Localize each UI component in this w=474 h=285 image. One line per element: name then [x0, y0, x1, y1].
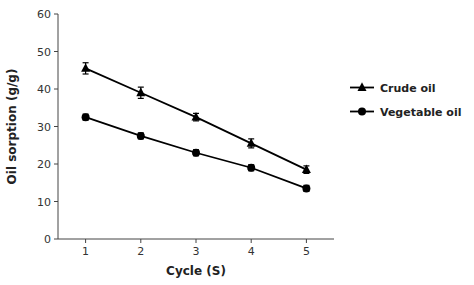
y-tick [54, 14, 58, 15]
y-tick [54, 89, 58, 90]
x-axis-label: Cycle (S) [166, 264, 226, 278]
x-tick-label: 1 [82, 245, 89, 258]
x-tick [85, 239, 86, 243]
error-bar [83, 114, 89, 120]
y-axis-label: Oil sorption (g/g) [5, 69, 19, 185]
point [192, 149, 200, 157]
point [137, 132, 145, 140]
y-tick-label: 30 [37, 121, 51, 134]
series [82, 113, 311, 192]
x-tick [251, 239, 252, 243]
series-line [86, 68, 307, 169]
legend-label: Vegetable oil [380, 106, 461, 119]
chart: 0 10 20 30 40 50 60 1 2 3 4 5 Cycle (S) Oil sorption … [0, 0, 474, 285]
error-bar-cap [83, 73, 89, 74]
plot-area [81, 63, 311, 193]
x-tick-label: 2 [137, 245, 144, 258]
point [247, 164, 255, 172]
series-line [86, 117, 307, 188]
y-tick [54, 51, 58, 52]
legend-marker [358, 82, 367, 91]
x-tick-label: 4 [248, 245, 255, 258]
point [136, 88, 145, 97]
y-tick-label: 60 [37, 8, 51, 21]
y-tick-label: 50 [37, 46, 51, 59]
error-bar-cap [138, 87, 144, 88]
x-tick [306, 239, 307, 243]
error-bar-cap [83, 62, 89, 63]
y-tick [54, 201, 58, 202]
point [247, 138, 256, 147]
y-axis-line [58, 14, 59, 239]
x-tick-label: 3 [193, 245, 200, 258]
error-bar-cap [138, 98, 144, 99]
x-tick [140, 239, 141, 243]
y-tick-label: 40 [37, 83, 51, 96]
series [81, 63, 311, 174]
legend: Crude oil Vegetable oil [350, 82, 461, 119]
y-tick-label: 0 [44, 233, 51, 246]
x-axis-line [58, 239, 334, 240]
point [82, 113, 90, 121]
point [302, 164, 311, 173]
legend-label: Crude oil [380, 82, 436, 95]
error-bar [138, 133, 144, 139]
x-tick-label: 5 [303, 245, 310, 258]
y-tick [54, 164, 58, 165]
point [192, 112, 201, 121]
y-tick [54, 239, 58, 240]
error-bar [303, 185, 309, 191]
y-tick [54, 126, 58, 127]
legend-marker [358, 108, 366, 116]
error-bar [193, 150, 199, 156]
point [302, 184, 310, 192]
y-tick-label: 20 [37, 158, 51, 171]
error-bar [248, 165, 254, 171]
x-tick [196, 239, 197, 243]
error-bar-cap [248, 147, 254, 148]
point [81, 63, 90, 72]
y-tick-label: 10 [37, 196, 51, 209]
